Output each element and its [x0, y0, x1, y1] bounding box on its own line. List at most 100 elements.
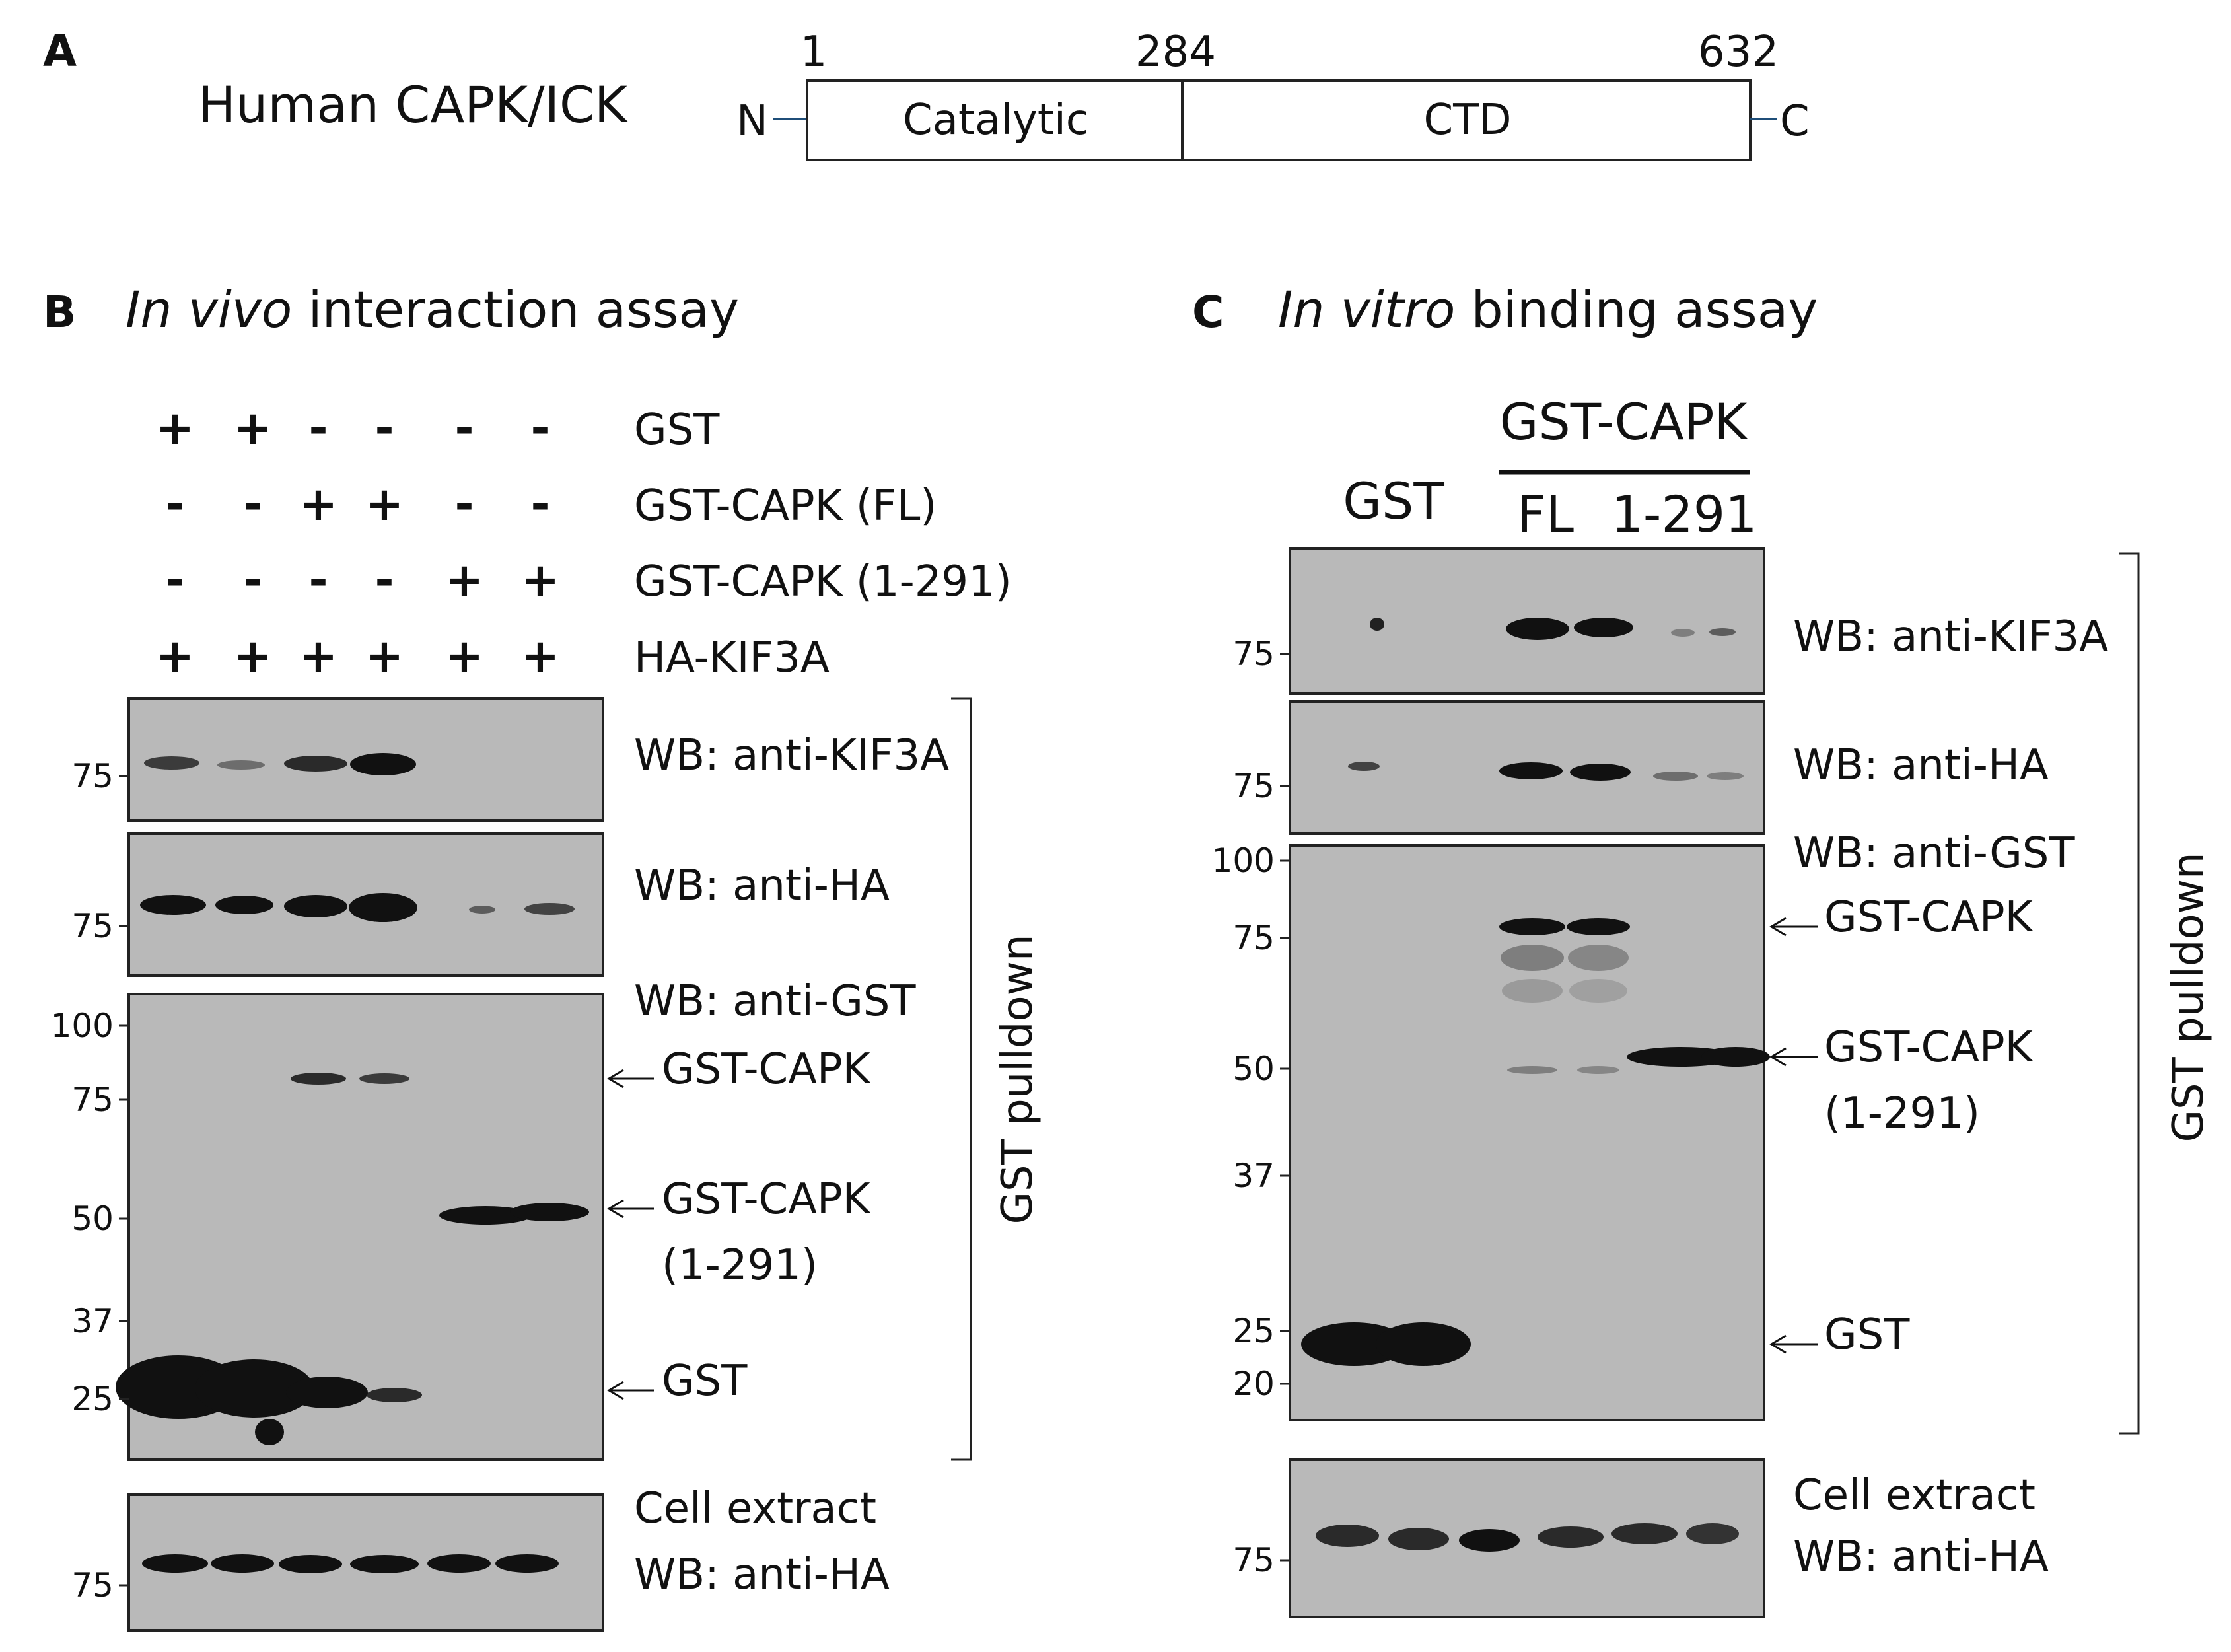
mw-label: 25 [1232, 1312, 1275, 1350]
condition-sign-row-2-lane-4: + [365, 477, 404, 531]
condition-label-ha-kif3a: HA-KIF3A [634, 633, 830, 682]
band-capk-smear2-lane-3 [1502, 979, 1563, 1003]
condition-sign-row-4-lane-1: + [156, 629, 195, 683]
band-label-gst-capk-291-line1: GST-CAPK [662, 1175, 872, 1224]
mw-label: 75 [1232, 919, 1275, 957]
panel-a: A Human CAPK/ICK N C 1 284 632 Catalytic… [43, 26, 1810, 161]
header-fl: FL [1517, 485, 1574, 544]
blot-label-anti-gst: WB: anti-GST [1793, 829, 2075, 878]
panel-b-letter: B [43, 287, 76, 338]
band-lane-2 [1370, 618, 1384, 631]
mw-label: 100 [1212, 842, 1275, 880]
band-lane-5 [1611, 1523, 1678, 1544]
condition-sign-row-4-lane-5: + [445, 629, 484, 683]
band-label-gst: GST [662, 1357, 748, 1406]
band-lane-1 [1316, 1525, 1379, 1547]
mw-label: 75 [71, 1081, 114, 1119]
blot-c-kif3a: 75 WB: anti-KIF3A [1232, 547, 2108, 695]
band-lane-4 [350, 1555, 419, 1573]
band-capk-lane-3 [1499, 918, 1565, 935]
arrowhead-gst [1769, 1334, 1787, 1354]
condition-label-gst: GST [634, 406, 720, 454]
protein-name: Human CAPK/ICK [198, 75, 629, 134]
condition-grid: + + - - - -- - + + - -- - - - + ++ + + + + + [156, 401, 560, 683]
band-capk-lane-4 [1567, 918, 1630, 935]
mw-label: 75 [1232, 635, 1275, 673]
band-label-gst-capk-291-line2: (1-291) [662, 1241, 818, 1290]
band-lane-2 [1388, 1528, 1449, 1550]
panel-c-title: In vitro binding assay [1278, 280, 1818, 339]
band-lane-4 [1538, 1526, 1604, 1548]
band-minor-lane-4 [1577, 1066, 1619, 1074]
band-lane-2 [1348, 762, 1380, 771]
band-capk-smear-lane-4 [1568, 945, 1629, 971]
mw-label: 75 [71, 757, 114, 795]
blot-label-anti-ha: WB: anti-HA [634, 861, 890, 910]
condition-sign-row-2-lane-6: - [530, 477, 549, 531]
extract-label-line2: WB: anti-HA [634, 1550, 890, 1599]
mw-label: 75 [1232, 767, 1275, 805]
condition-sign-row-4-lane-3: + [299, 629, 338, 683]
mw-label: 37 [1232, 1157, 1275, 1195]
band-lane-1 [144, 756, 199, 770]
condition-sign-row-2-lane-3: + [299, 477, 338, 531]
mw-label: 25 [71, 1380, 114, 1418]
band-label-gst-capk: GST-CAPK [1824, 893, 2034, 942]
mw-label: 75 [1232, 1541, 1275, 1579]
band-gst-lane-2 [195, 1359, 314, 1418]
condition-sign-row-4-lane-4: + [365, 629, 404, 683]
band-lane-3 [1459, 1529, 1520, 1552]
condition-sign-row-2-lane-2: - [243, 477, 262, 531]
extract-label-line1: Cell extract [634, 1484, 876, 1533]
condition-label-gst-capk-291: GST-CAPK (1-291) [634, 557, 1012, 606]
band-capk291-lane-6 [510, 1203, 589, 1221]
blot-b-ha: 75 WB: anti-HA [71, 832, 890, 977]
band-lane-3 [1506, 618, 1569, 640]
condition-sign-row-1-lane-3: - [308, 401, 328, 455]
pulldown-label: GST pulldown [993, 934, 1042, 1224]
band-label-gst: GST [1824, 1311, 1910, 1359]
n-terminus-label: N [736, 97, 768, 146]
domain-ctd: CTD [1423, 96, 1511, 145]
mw-label: 50 [1232, 1050, 1275, 1088]
header-gst: GST [1343, 472, 1444, 530]
band-label-gst-capk-291-line1: GST-CAPK [1824, 1023, 2034, 1072]
band-lane-3 [284, 756, 347, 772]
band-lane-4 [349, 893, 417, 922]
arrowhead-gst [607, 1381, 624, 1400]
band-capk291-lane-5 [439, 1206, 532, 1225]
condition-sign-row-4-lane-6: + [521, 629, 560, 683]
band-label-gst-capk-291-line2: (1-291) [1824, 1089, 1980, 1138]
blot-b-extract: Cell extract WB: anti-HA 75 [71, 1484, 890, 1632]
band-lane-3 [284, 895, 347, 917]
band-lane-4 [350, 753, 416, 775]
band-capk-lane-3 [291, 1073, 346, 1085]
panel-b-title-rest: interaction assay [292, 280, 739, 339]
band-lane-3 [279, 1555, 342, 1573]
condition-sign-row-3-lane-3: - [308, 553, 328, 607]
condition-sign-row-1-lane-5: - [454, 401, 474, 455]
condition-label-gst-capk-fl: GST-CAPK (FL) [634, 482, 937, 530]
band-capk-lane-4 [359, 1073, 409, 1084]
position-label-1: 1 [800, 28, 828, 77]
arrowhead-capk [607, 1069, 624, 1089]
blot-b-gst: WB: anti-GST 100 75 50 37 25 GST-CAPK [51, 977, 916, 1461]
band-lane-1 [142, 1554, 208, 1573]
c-terminus-label: C [1780, 97, 1810, 146]
condition-sign-row-3-lane-1: - [165, 553, 184, 607]
arrowhead-capk291 [1769, 1047, 1787, 1067]
position-label-632: 632 [1698, 28, 1779, 77]
blot-label-anti-kif3a: WB: anti-KIF3A [634, 731, 949, 780]
header-gst-capk: GST-CAPK [1500, 392, 1749, 451]
header-1-291: 1-291 [1611, 485, 1757, 544]
band-artifact [255, 1419, 284, 1445]
mw-label: 37 [71, 1302, 114, 1340]
mw-label: 75 [71, 907, 114, 945]
arrowhead-capk291 [607, 1199, 624, 1219]
condition-sign-row-1-lane-2: + [234, 401, 273, 455]
band-lane-5 [469, 906, 495, 914]
band-lane-4 [1574, 618, 1633, 637]
condition-sign-row-2-lane-1: - [165, 477, 184, 531]
condition-sign-row-4-lane-2: + [234, 629, 273, 683]
